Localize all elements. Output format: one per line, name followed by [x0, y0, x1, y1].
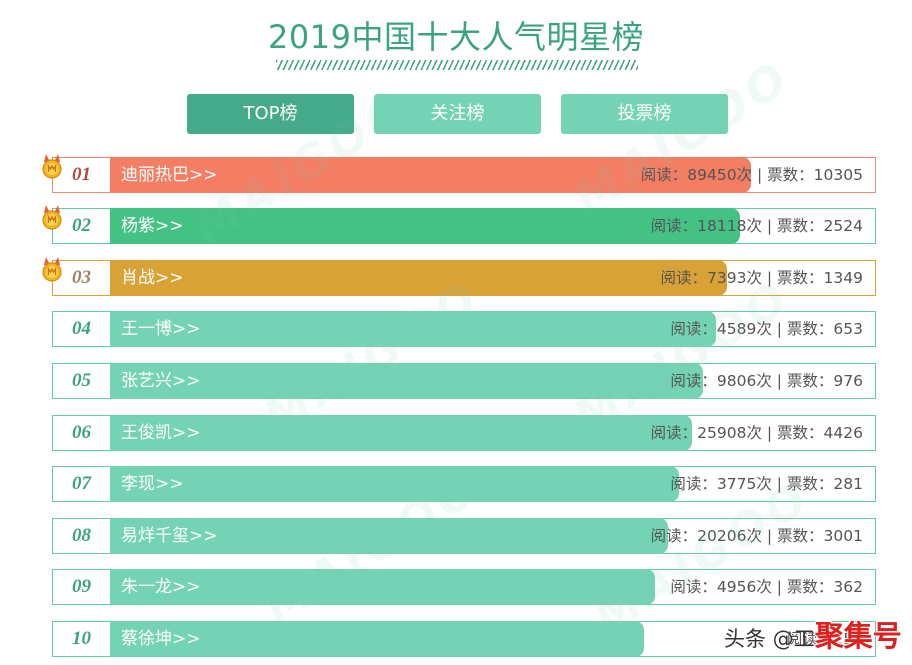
- medal-icon: [41, 204, 63, 232]
- popularity-bar: [110, 415, 692, 451]
- ranking-row: 06 王俊凯>> 阅读：25908次 | 票数：4426: [52, 415, 876, 451]
- star-name-link[interactable]: 朱一龙>>: [121, 577, 201, 597]
- read-vote-stats: 阅读：3775次 | 票数：281: [670, 475, 863, 493]
- ranking-row: 02 杨紫>> 阅读：18118次 | 票数：2524: [52, 208, 876, 244]
- ranking-row: 10 蔡徐坤>> 阅读：157: [52, 621, 876, 657]
- title-underline: [276, 60, 638, 70]
- rank-number: 04: [72, 318, 91, 339]
- tab-2[interactable]: 关注榜: [374, 94, 541, 134]
- read-vote-stats: 阅读：157: [786, 630, 863, 648]
- tab-1[interactable]: TOP榜: [187, 94, 354, 134]
- watermark: MAIGOO: [564, 49, 801, 225]
- popularity-bar: [110, 621, 644, 657]
- read-vote-stats: 阅读：25908次 | 票数：4426: [650, 424, 863, 442]
- medal-icon: [41, 256, 63, 284]
- ranking-row: 08 易烊千玺>> 阅读：20206次 | 票数：3001: [52, 518, 876, 554]
- read-vote-stats: 阅读：89450次 | 票数：10305: [640, 166, 863, 184]
- rank-number: 03: [72, 267, 91, 288]
- popularity-bar: [110, 363, 703, 399]
- star-name-link[interactable]: 肖战>>: [121, 268, 184, 288]
- star-name-link[interactable]: 王俊凯>>: [121, 423, 201, 443]
- page-title: 2019中国十大人气明星榜: [268, 18, 644, 56]
- rank-number: 02: [72, 215, 91, 236]
- star-name-link[interactable]: 李现>>: [121, 474, 184, 494]
- ranking-row: 07 李现>> 阅读：3775次 | 票数：281: [52, 466, 876, 502]
- popularity-bar: [110, 518, 668, 554]
- star-name-link[interactable]: 张艺兴>>: [121, 371, 201, 391]
- star-name-link[interactable]: 王一博>>: [121, 319, 201, 339]
- popularity-bar: [110, 311, 716, 347]
- read-vote-stats: 阅读：4589次 | 票数：653: [670, 320, 863, 338]
- star-name-link[interactable]: 易烊千玺>>: [121, 526, 218, 546]
- medal-icon: [41, 153, 63, 181]
- read-vote-stats: 阅读：9806次 | 票数：976: [670, 372, 863, 390]
- rank-number: 01: [72, 164, 91, 185]
- popularity-bar: [110, 208, 740, 244]
- ranking-row: 05 张艺兴>> 阅读：9806次 | 票数：976: [52, 363, 876, 399]
- star-name-link[interactable]: 蔡徐坤>>: [121, 629, 201, 649]
- read-vote-stats: 阅读：7393次 | 票数：1349: [660, 269, 863, 287]
- read-vote-stats: 阅读：20206次 | 票数：3001: [650, 527, 863, 545]
- tab-3[interactable]: 投票榜: [561, 94, 728, 134]
- popularity-bar: [110, 466, 679, 502]
- rank-number: 10: [72, 628, 91, 649]
- read-vote-stats: 阅读：18118次 | 票数：2524: [650, 217, 863, 235]
- rank-number: 05: [72, 370, 91, 391]
- star-name-link[interactable]: 杨紫>>: [121, 216, 184, 236]
- popularity-bar: [110, 569, 655, 605]
- rank-number: 09: [72, 576, 91, 597]
- ranking-row: 09 朱一龙>> 阅读：4956次 | 票数：362: [52, 569, 876, 605]
- read-vote-stats: 阅读：4956次 | 票数：362: [670, 578, 863, 596]
- popularity-bar: [110, 157, 751, 193]
- rank-number: 07: [72, 473, 91, 494]
- rank-number: 06: [72, 422, 91, 443]
- star-name-link[interactable]: 迪丽热巴>>: [121, 165, 218, 185]
- popularity-bar: [110, 260, 727, 296]
- ranking-row: 04 王一博>> 阅读：4589次 | 票数：653: [52, 311, 876, 347]
- ranking-row: 01 迪丽热巴>> 阅读：89450次 | 票数：10305: [52, 157, 876, 193]
- rank-number: 08: [72, 525, 91, 546]
- ranking-row: 03 肖战>> 阅读：7393次 | 票数：1349: [52, 260, 876, 296]
